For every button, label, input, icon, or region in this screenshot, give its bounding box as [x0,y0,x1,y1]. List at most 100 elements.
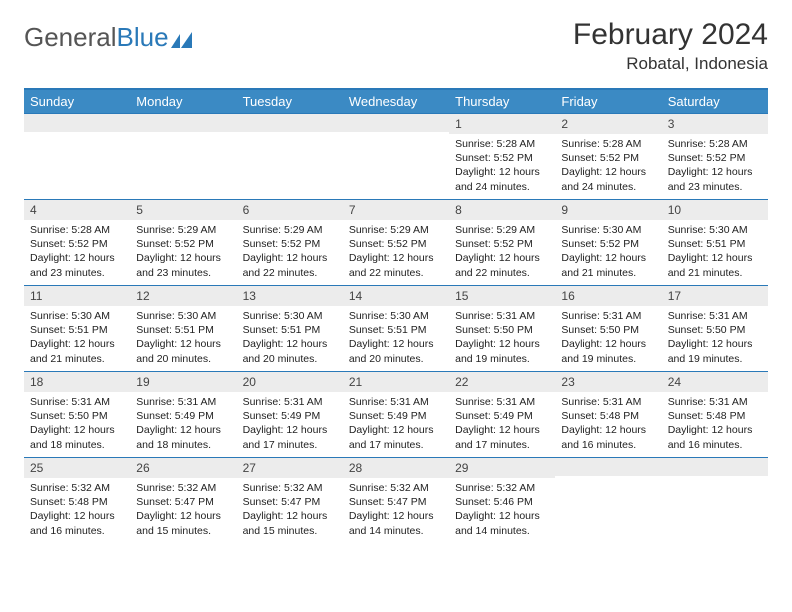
calendar-cell [24,114,130,200]
calendar-cell: 1Sunrise: 5:28 AMSunset: 5:52 PMDaylight… [449,114,555,200]
day-info [237,132,343,182]
weekday-header: Monday [130,89,236,114]
calendar-row: 1Sunrise: 5:28 AMSunset: 5:52 PMDaylight… [24,114,768,200]
day-info: Sunrise: 5:29 AMSunset: 5:52 PMDaylight:… [449,220,555,284]
calendar-cell: 18Sunrise: 5:31 AMSunset: 5:50 PMDayligh… [24,372,130,458]
day-number: 8 [449,200,555,220]
day-number: 26 [130,458,236,478]
day-info: Sunrise: 5:28 AMSunset: 5:52 PMDaylight:… [449,134,555,198]
day-number: 2 [555,114,661,134]
day-number: 22 [449,372,555,392]
day-number: 14 [343,286,449,306]
day-info: Sunrise: 5:31 AMSunset: 5:48 PMDaylight:… [555,392,661,456]
calendar-cell: 6Sunrise: 5:29 AMSunset: 5:52 PMDaylight… [237,200,343,286]
day-info: Sunrise: 5:28 AMSunset: 5:52 PMDaylight:… [662,134,768,198]
day-number [555,458,661,476]
day-number: 19 [130,372,236,392]
calendar-cell: 14Sunrise: 5:30 AMSunset: 5:51 PMDayligh… [343,286,449,372]
calendar-cell: 3Sunrise: 5:28 AMSunset: 5:52 PMDaylight… [662,114,768,200]
calendar-cell [237,114,343,200]
calendar-row: 4Sunrise: 5:28 AMSunset: 5:52 PMDaylight… [24,200,768,286]
day-number: 5 [130,200,236,220]
location: Robatal, Indonesia [573,54,768,74]
day-number [343,114,449,132]
logo: GeneralBlue [24,18,193,53]
day-info: Sunrise: 5:29 AMSunset: 5:52 PMDaylight:… [130,220,236,284]
day-info: Sunrise: 5:28 AMSunset: 5:52 PMDaylight:… [24,220,130,284]
day-info: Sunrise: 5:31 AMSunset: 5:49 PMDaylight:… [237,392,343,456]
day-info: Sunrise: 5:31 AMSunset: 5:50 PMDaylight:… [555,306,661,370]
day-info: Sunrise: 5:32 AMSunset: 5:46 PMDaylight:… [449,478,555,542]
calendar-cell: 12Sunrise: 5:30 AMSunset: 5:51 PMDayligh… [130,286,236,372]
calendar-cell [343,114,449,200]
weekday-header: Friday [555,89,661,114]
calendar-cell: 20Sunrise: 5:31 AMSunset: 5:49 PMDayligh… [237,372,343,458]
day-number: 28 [343,458,449,478]
logo-text-blue: Blue [117,22,169,53]
day-number: 13 [237,286,343,306]
calendar-cell: 19Sunrise: 5:31 AMSunset: 5:49 PMDayligh… [130,372,236,458]
day-number: 18 [24,372,130,392]
day-info: Sunrise: 5:32 AMSunset: 5:48 PMDaylight:… [24,478,130,542]
day-info: Sunrise: 5:32 AMSunset: 5:47 PMDaylight:… [130,478,236,542]
calendar-cell: 9Sunrise: 5:30 AMSunset: 5:52 PMDaylight… [555,200,661,286]
calendar-cell: 23Sunrise: 5:31 AMSunset: 5:48 PMDayligh… [555,372,661,458]
day-number [130,114,236,132]
calendar-row: 11Sunrise: 5:30 AMSunset: 5:51 PMDayligh… [24,286,768,372]
day-number: 3 [662,114,768,134]
calendar-cell: 27Sunrise: 5:32 AMSunset: 5:47 PMDayligh… [237,458,343,544]
calendar-cell [662,458,768,544]
calendar-cell: 29Sunrise: 5:32 AMSunset: 5:46 PMDayligh… [449,458,555,544]
calendar-cell: 4Sunrise: 5:28 AMSunset: 5:52 PMDaylight… [24,200,130,286]
calendar-cell: 2Sunrise: 5:28 AMSunset: 5:52 PMDaylight… [555,114,661,200]
logo-text-general: General [24,22,117,53]
calendar-cell: 10Sunrise: 5:30 AMSunset: 5:51 PMDayligh… [662,200,768,286]
calendar-cell: 28Sunrise: 5:32 AMSunset: 5:47 PMDayligh… [343,458,449,544]
weekday-header: Saturday [662,89,768,114]
day-info: Sunrise: 5:30 AMSunset: 5:51 PMDaylight:… [343,306,449,370]
day-number: 7 [343,200,449,220]
calendar-cell: 21Sunrise: 5:31 AMSunset: 5:49 PMDayligh… [343,372,449,458]
calendar-cell: 8Sunrise: 5:29 AMSunset: 5:52 PMDaylight… [449,200,555,286]
calendar-cell: 24Sunrise: 5:31 AMSunset: 5:48 PMDayligh… [662,372,768,458]
day-info: Sunrise: 5:32 AMSunset: 5:47 PMDaylight:… [343,478,449,542]
month-title: February 2024 [573,18,768,52]
header: GeneralBlue February 2024 Robatal, Indon… [24,18,768,74]
day-number: 6 [237,200,343,220]
calendar-cell: 5Sunrise: 5:29 AMSunset: 5:52 PMDaylight… [130,200,236,286]
calendar-cell: 22Sunrise: 5:31 AMSunset: 5:49 PMDayligh… [449,372,555,458]
weekday-header: Wednesday [343,89,449,114]
weekday-header: Tuesday [237,89,343,114]
day-info: Sunrise: 5:28 AMSunset: 5:52 PMDaylight:… [555,134,661,198]
calendar-cell: 26Sunrise: 5:32 AMSunset: 5:47 PMDayligh… [130,458,236,544]
calendar-cell: 16Sunrise: 5:31 AMSunset: 5:50 PMDayligh… [555,286,661,372]
day-info: Sunrise: 5:32 AMSunset: 5:47 PMDaylight:… [237,478,343,542]
day-number: 9 [555,200,661,220]
calendar-table: Sunday Monday Tuesday Wednesday Thursday… [24,88,768,544]
day-info: Sunrise: 5:30 AMSunset: 5:52 PMDaylight:… [555,220,661,284]
calendar-cell [555,458,661,544]
calendar-cell: 13Sunrise: 5:30 AMSunset: 5:51 PMDayligh… [237,286,343,372]
calendar-cell: 7Sunrise: 5:29 AMSunset: 5:52 PMDaylight… [343,200,449,286]
logo-mark-icon [171,24,193,40]
weekday-header: Thursday [449,89,555,114]
day-info [24,132,130,182]
day-info: Sunrise: 5:31 AMSunset: 5:49 PMDaylight:… [449,392,555,456]
day-info [130,132,236,182]
day-number [237,114,343,132]
day-number: 21 [343,372,449,392]
day-number: 1 [449,114,555,134]
calendar-cell: 17Sunrise: 5:31 AMSunset: 5:50 PMDayligh… [662,286,768,372]
day-number: 11 [24,286,130,306]
day-number: 27 [237,458,343,478]
day-info: Sunrise: 5:31 AMSunset: 5:49 PMDaylight:… [130,392,236,456]
calendar-row: 18Sunrise: 5:31 AMSunset: 5:50 PMDayligh… [24,372,768,458]
day-info [555,476,661,526]
day-info: Sunrise: 5:30 AMSunset: 5:51 PMDaylight:… [24,306,130,370]
day-info [662,476,768,526]
day-info: Sunrise: 5:29 AMSunset: 5:52 PMDaylight:… [237,220,343,284]
day-info: Sunrise: 5:29 AMSunset: 5:52 PMDaylight:… [343,220,449,284]
weekday-header-row: Sunday Monday Tuesday Wednesday Thursday… [24,89,768,114]
day-number: 12 [130,286,236,306]
day-number: 24 [662,372,768,392]
